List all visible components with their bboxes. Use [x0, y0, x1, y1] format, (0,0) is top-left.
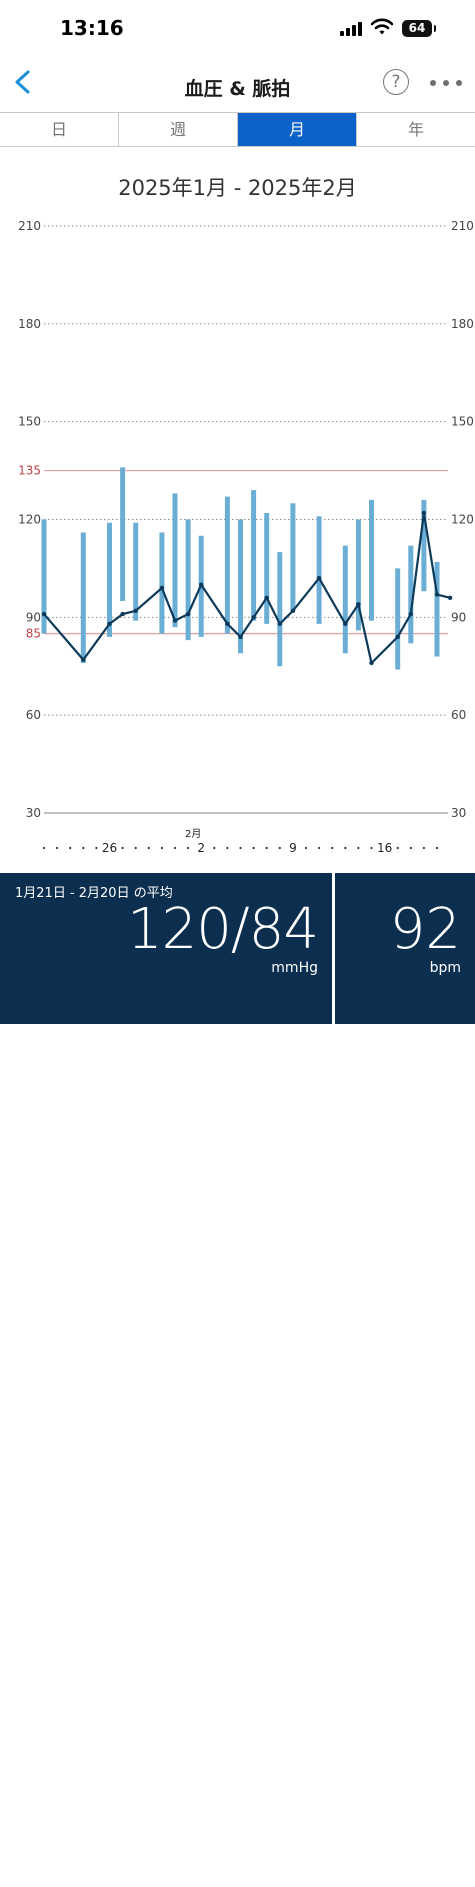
- x-day-dot: [121, 846, 124, 850]
- cellular-signal-icon: [340, 22, 364, 36]
- x-day-dot: [173, 846, 177, 850]
- threshold-label: 85: [26, 627, 41, 641]
- x-day-dot: [331, 846, 334, 850]
- pulse-point: [408, 611, 413, 617]
- pulse-point: [41, 611, 47, 617]
- blood-pressure-chart[interactable]: 30 30 60 60 90 90 120 120 150 150 180 180 210 210 135 8…: [0, 210, 475, 860]
- pulse-unit: bpm: [429, 960, 461, 976]
- x-day-dot: [409, 846, 412, 850]
- period-tabs: 日 週 月 年: [0, 112, 475, 147]
- tab-day[interactable]: 日: [0, 113, 119, 146]
- x-day-dot: [187, 846, 190, 850]
- pulse-point: [251, 615, 256, 620]
- x-tick-label: 9: [289, 841, 297, 855]
- summary-panel: 1月21日 - 2月20日 の平均 120/84 mmHg 92 bpm: [0, 873, 475, 1887]
- pulse-point: [185, 611, 191, 617]
- summary-divider: [332, 873, 335, 1024]
- average-pulse: 92: [389, 897, 461, 962]
- x-day-dot: [435, 846, 439, 850]
- pulse-point: [120, 611, 125, 617]
- pulse-point: [343, 621, 348, 627]
- pulse-point: [421, 510, 427, 516]
- pulse-point: [434, 592, 440, 597]
- pulse-point: [356, 602, 361, 607]
- x-day-dot: [147, 846, 150, 850]
- x-day-dot: [226, 846, 229, 850]
- x-day-dot: [134, 846, 137, 850]
- y-tick-label-right: 120: [451, 513, 474, 527]
- pulse-point: [172, 618, 178, 623]
- x-day-dot: [42, 846, 46, 850]
- tab-year[interactable]: 年: [407, 120, 424, 139]
- x-day-dot: [160, 846, 163, 850]
- x-day-dot: [344, 846, 347, 850]
- x-day-dot: [213, 846, 216, 850]
- tab-week[interactable]: 週: [119, 113, 238, 146]
- x-day-dot: [357, 846, 360, 850]
- y-tick-label-right: 180: [451, 317, 474, 331]
- pulse-point: [225, 621, 230, 627]
- y-tick-label-left: 60: [26, 708, 41, 722]
- y-tick-label-right: 60: [451, 708, 466, 722]
- pulse-point: [316, 576, 322, 581]
- pulse-point: [447, 595, 453, 600]
- average-period-label: 1月21日 - 2月20日 の平均: [15, 886, 173, 901]
- y-tick-label-left: 30: [26, 806, 41, 820]
- pulse-point: [159, 585, 165, 591]
- pulse-point: [395, 634, 400, 640]
- x-day-dot: [252, 846, 255, 850]
- x-day-dot: [239, 846, 242, 850]
- y-tick-label-right: 150: [451, 415, 474, 429]
- pulse-point: [290, 608, 296, 614]
- x-day-dot: [265, 846, 268, 850]
- x-day-dot: [396, 846, 399, 850]
- pulse-point: [133, 608, 138, 614]
- pulse-point: [81, 657, 86, 662]
- x-tick-label: 2: [197, 841, 205, 855]
- pulse-point: [199, 582, 204, 587]
- wifi-icon: [371, 18, 393, 35]
- y-tick-label-left: 120: [18, 513, 41, 527]
- x-day-dot: [82, 846, 85, 850]
- x-day-dot: [278, 846, 281, 850]
- navigation-bar: 血圧 & 脈拍 ?: [0, 58, 475, 112]
- tab-month[interactable]: 月: [238, 113, 357, 146]
- x-day-dot: [95, 846, 98, 850]
- help-icon[interactable]: ?: [383, 69, 409, 95]
- y-tick-label-left: 180: [18, 317, 41, 331]
- page-title: 血圧 & 脈拍: [184, 78, 291, 100]
- month-label: 2月: [185, 828, 201, 840]
- battery-icon: 64: [402, 20, 436, 37]
- pulse-point: [277, 621, 282, 627]
- threshold-label: 135: [18, 464, 41, 478]
- status-time: 13:16: [60, 16, 124, 40]
- x-day-dot: [69, 846, 72, 850]
- x-tick-label: 26: [102, 841, 117, 855]
- x-day-dot: [422, 846, 425, 850]
- pulse-point: [107, 621, 112, 627]
- x-day-dot: [318, 846, 321, 850]
- pulse-point: [369, 660, 374, 666]
- y-tick-label-left: 90: [26, 610, 41, 624]
- status-bar: 13:16 64: [0, 0, 475, 58]
- y-tick-label-right: 30: [451, 806, 466, 820]
- y-tick-label-left: 150: [18, 415, 41, 429]
- y-tick-label-left: 210: [18, 219, 41, 233]
- pulse-point: [238, 634, 243, 640]
- x-tick-label: 16: [377, 841, 392, 855]
- date-range-label: 2025年1月 - 2025年2月: [118, 176, 357, 200]
- pulse-point: [264, 595, 269, 600]
- x-day-dot: [370, 846, 373, 850]
- x-day-dot: [304, 846, 308, 850]
- home-indicator[interactable]: [154, 1882, 322, 1887]
- average-blood-pressure: 120/84: [126, 897, 319, 962]
- y-tick-label-right: 210: [451, 219, 474, 233]
- more-options-icon[interactable]: [428, 71, 464, 95]
- blood-pressure-unit: mmHg: [271, 960, 318, 976]
- y-tick-label-right: 90: [451, 610, 466, 624]
- back-chevron-icon[interactable]: [8, 66, 40, 98]
- x-day-dot: [56, 846, 59, 850]
- pulse-line: [43, 511, 451, 665]
